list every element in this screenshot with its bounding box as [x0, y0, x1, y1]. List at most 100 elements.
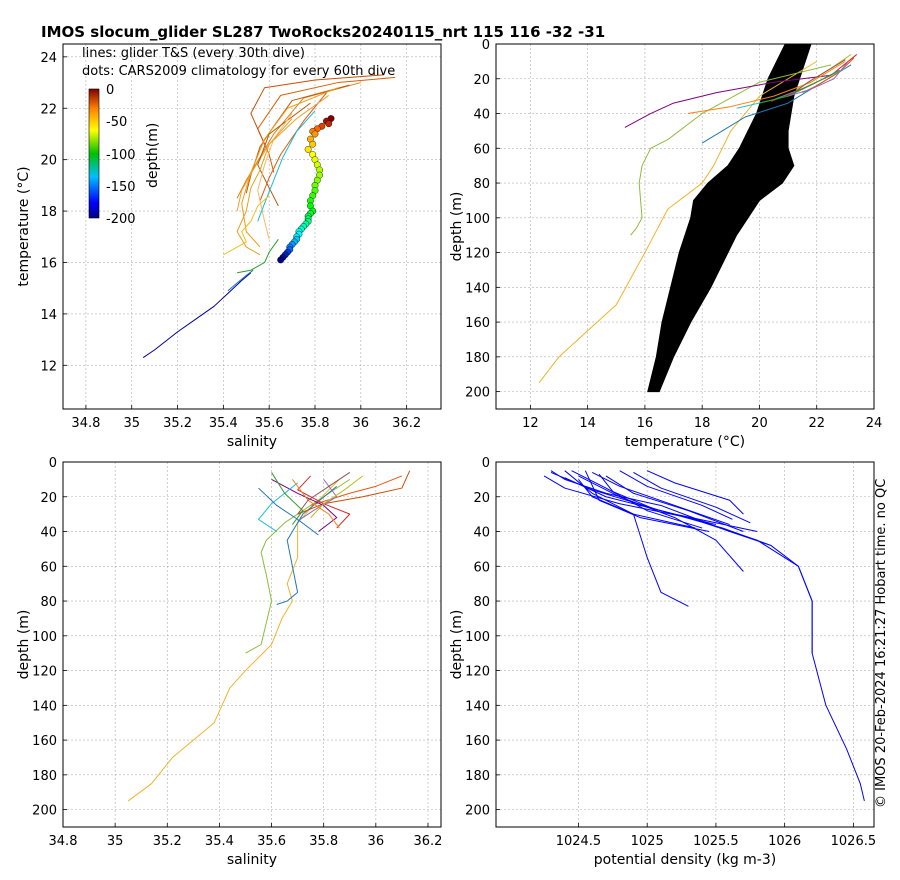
y-tick-label: 200: [465, 804, 490, 819]
x-tick-label: 1025.5: [693, 834, 739, 849]
x-tick-label: 16: [637, 416, 654, 431]
profile-line: [578, 475, 744, 572]
profile-line: [630, 64, 832, 236]
y-tick-label: 40: [473, 526, 490, 541]
credit-text: © IMOS 20-Feb-2024 16:21:27 Hobart time.…: [874, 479, 889, 808]
profile-line: [759, 69, 840, 104]
data-layer: [543, 470, 865, 802]
profile-line: [271, 472, 304, 525]
y-tick-label: 16: [40, 256, 57, 271]
x-tick-label: 34.8: [49, 834, 78, 849]
x-tick-label: 35.8: [309, 834, 338, 849]
data-layer: [142, 74, 396, 359]
temperature-depth-panel: 12 14 16 18 20 22 24 0 20 40 60 80 100 120 140 160 180 20…: [449, 38, 882, 450]
x-tick-label: 36.2: [413, 834, 442, 849]
axes-frame: [62, 461, 442, 828]
colorbar-tick-150: -150: [106, 180, 136, 195]
profile-line: [543, 475, 813, 654]
x-tick-label: 14: [579, 416, 596, 431]
y-tick-label: 24: [40, 51, 57, 66]
y-tick-label: 0: [49, 456, 57, 471]
y-axis-label: depth (m): [16, 610, 32, 680]
profile-line: [257, 102, 311, 207]
profile-line: [787, 61, 849, 97]
y-tick-label: 80: [473, 595, 490, 610]
x-tick-label: 1025: [631, 834, 664, 849]
x-tick-label: 35.2: [153, 834, 182, 849]
climatology-dot: [277, 256, 285, 264]
y-tick-label: 140: [32, 699, 57, 714]
profile-line: [257, 110, 316, 222]
y-tick-label: 20: [473, 73, 490, 88]
profile-line: [142, 272, 252, 359]
x-tick-label: 35: [123, 416, 140, 431]
profile-line: [297, 470, 411, 515]
y-tick-label: 180: [465, 351, 490, 366]
profile-line: [591, 471, 730, 526]
y-tick-label: 20: [40, 154, 57, 169]
axes-frame: [495, 43, 875, 410]
colorbar-tick-200: -200: [106, 212, 136, 227]
y-axis-label: temperature (°C): [16, 166, 32, 286]
profile-line: [578, 479, 696, 529]
profile-line: [297, 472, 351, 515]
profile-line: [127, 479, 340, 802]
legend-lines-text: lines: glider T&S (every 30th dive): [82, 46, 305, 61]
x-tick-label: 35.4: [209, 416, 238, 431]
profile-line: [793, 59, 846, 94]
profile-line: [687, 60, 846, 115]
colorbar-label: depth(m): [145, 123, 161, 188]
x-tick-label: 35: [107, 834, 124, 849]
x-tick-label: 35.2: [163, 416, 192, 431]
data-layer: [127, 470, 411, 802]
y-tick-label: 20: [40, 491, 57, 506]
x-tick-label: 22: [808, 416, 825, 431]
figure-title: IMOS slocum_glider SL287 TwoRocks2024011…: [41, 23, 605, 41]
x-axis-label: salinity: [227, 852, 277, 868]
x-tick-label: 24: [866, 416, 883, 431]
x-tick-label: 35.6: [255, 416, 284, 431]
profile-line: [258, 487, 319, 536]
profile-line: [619, 470, 733, 520]
y-tick-label: 100: [32, 630, 57, 645]
x-tick-label: 12: [522, 416, 539, 431]
colorbar-gradient: [88, 88, 100, 219]
profile-line: [236, 118, 293, 256]
y-tick-label: 200: [465, 386, 490, 401]
profile-line: [297, 479, 338, 522]
profile-line: [584, 470, 710, 533]
y-tick-label: 200: [32, 804, 57, 819]
x-tick-label: 1024.5: [556, 834, 602, 849]
x-tick-label: 1026: [768, 834, 801, 849]
profile-line: [237, 239, 279, 274]
y-tick-label: 40: [40, 526, 57, 541]
y-tick-label: 60: [473, 560, 490, 575]
profile-line: [236, 95, 330, 212]
y-tick-label: 20: [473, 491, 490, 506]
profile-line: [564, 477, 758, 533]
y-tick-label: 40: [473, 108, 490, 123]
y-tick-label: 140: [465, 699, 490, 714]
x-tick-label: 36: [353, 416, 370, 431]
profile-line: [276, 485, 338, 605]
density-depth-panel: 1024.5 1025 1025.5 1026 1026.5 0 20 40 60 80 100 12…: [449, 456, 876, 868]
axes-frame: [62, 43, 442, 410]
x-axis-label: temperature (°C): [625, 434, 745, 450]
profile-line: [259, 92, 327, 201]
profile-line: [271, 478, 338, 532]
y-tick-label: 160: [465, 734, 490, 749]
climatology-dot: [325, 120, 333, 128]
colorbar-tick-50: -50: [106, 115, 127, 130]
y-tick-label: 0: [482, 38, 490, 53]
y-tick-label: 60: [473, 142, 490, 157]
colorbar-tick-0: 0: [106, 83, 114, 98]
y-tick-label: 100: [465, 212, 490, 227]
profile-line: [292, 479, 340, 529]
x-tick-label: 20: [751, 416, 768, 431]
y-tick-label: 160: [32, 734, 57, 749]
profile-line: [633, 471, 751, 524]
y-tick-label: 140: [465, 281, 490, 296]
climatology-dot: [311, 130, 319, 138]
profile-line: [605, 475, 744, 532]
